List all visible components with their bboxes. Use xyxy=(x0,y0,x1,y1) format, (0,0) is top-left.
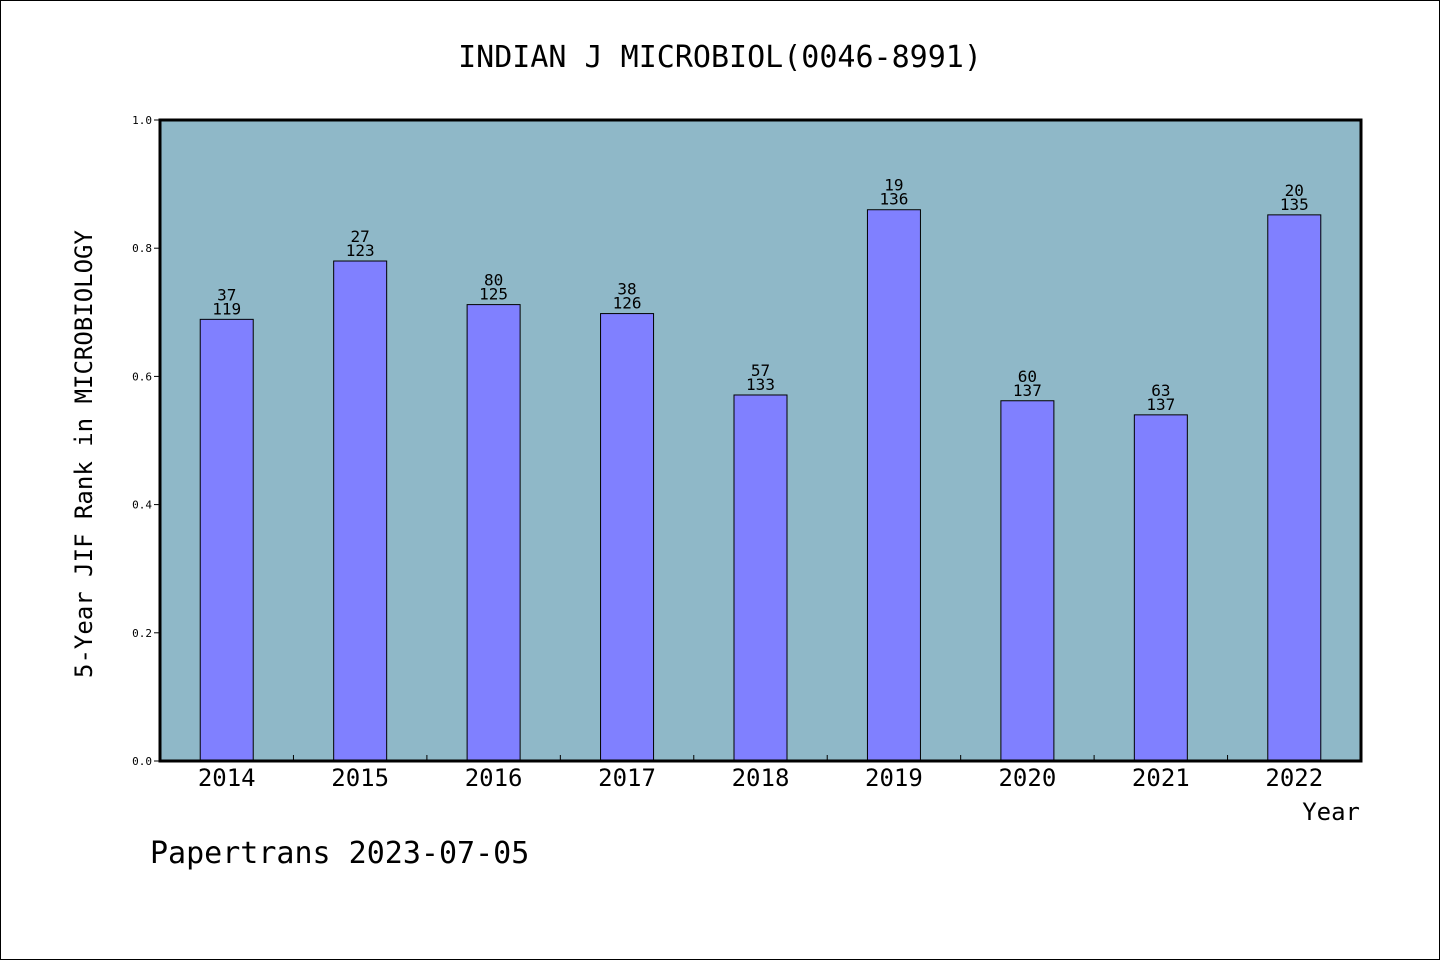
plot-frame xyxy=(158,118,1363,763)
bar-2020 xyxy=(1000,400,1055,762)
x-tick-label: 2014 xyxy=(198,764,256,792)
y-axis: 0.0 0.2 0.4 0.6 0.8 1.0 xyxy=(132,114,160,768)
bar-rank-label: 20 xyxy=(1285,181,1304,200)
y-tick-label: 0.6 xyxy=(132,370,152,383)
bar-2017 xyxy=(600,313,655,762)
bar-total-label: 126 xyxy=(613,294,642,313)
bar-total-label: 137 xyxy=(1146,395,1175,414)
x-tick-label: 2021 xyxy=(1132,764,1190,792)
bar-rank-label: 60 xyxy=(1018,367,1037,386)
y-tick-label: 0.2 xyxy=(132,627,152,640)
bar-2015 xyxy=(333,260,388,762)
x-tick-label: 2015 xyxy=(331,764,389,792)
bar-2016 xyxy=(466,304,521,762)
x-axis-label: Year xyxy=(1302,798,1360,826)
y-tick-label: 1.0 xyxy=(132,114,152,127)
x-tick-label: 2016 xyxy=(465,764,523,792)
bar-rank-label: 19 xyxy=(884,176,903,195)
x-axis: 2014 2015 2016 2017 2018 2019 2020 2021 2022 xyxy=(198,755,1323,792)
footer-text: Papertrans 2023-07-05 xyxy=(150,836,529,871)
bar-total-label: 135 xyxy=(1280,195,1309,214)
y-tick-label: 0.8 xyxy=(132,242,152,255)
bar-rank-label: 27 xyxy=(351,227,370,246)
x-tick-label: 2019 xyxy=(865,764,923,792)
y-tick-label: 0.0 xyxy=(132,755,152,768)
bar-total-label: 136 xyxy=(879,190,908,209)
bar-total-label: 133 xyxy=(746,375,775,394)
bar-2019 xyxy=(866,209,921,762)
bars-group xyxy=(199,209,1322,762)
y-axis-label: 5-Year JIF Rank in MICROBIOLOGY xyxy=(70,229,98,677)
bar-rank-label: 80 xyxy=(484,271,503,290)
bar-2014 xyxy=(199,318,254,762)
bar-total-label: 123 xyxy=(346,241,375,260)
bar-2021 xyxy=(1133,414,1188,762)
bar-total-label: 125 xyxy=(479,285,508,304)
bar-rank-label: 57 xyxy=(751,361,770,380)
bar-total-label: 119 xyxy=(212,299,241,318)
bar-2018 xyxy=(733,394,788,762)
bar-2022 xyxy=(1267,214,1322,762)
bar-rank-label: 63 xyxy=(1151,381,1170,400)
x-tick-label: 2017 xyxy=(598,764,656,792)
bar-rank-label: 37 xyxy=(217,285,236,304)
y-tick-label: 0.4 xyxy=(132,499,152,512)
x-tick-label: 2020 xyxy=(998,764,1056,792)
x-tick-label: 2022 xyxy=(1265,764,1323,792)
x-tick-label: 2018 xyxy=(732,764,790,792)
chart-title: INDIAN J MICROBIOL(0046-8991) xyxy=(458,40,982,75)
bar-total-label: 137 xyxy=(1013,381,1042,400)
bar-rank-label: 38 xyxy=(617,280,636,299)
